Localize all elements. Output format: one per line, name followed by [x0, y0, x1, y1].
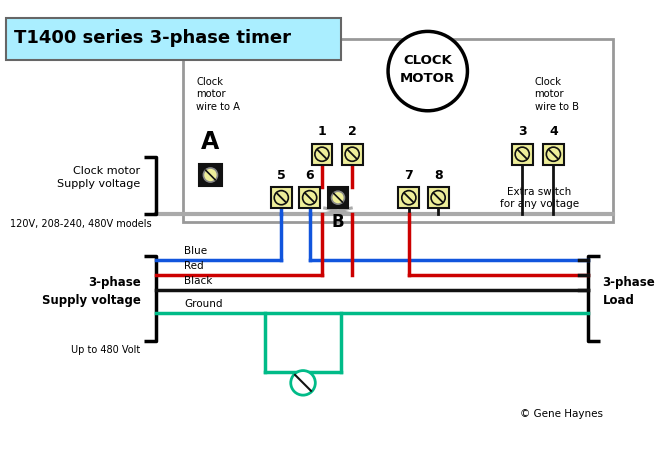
Text: Red: Red [184, 261, 203, 271]
Text: Blue: Blue [184, 246, 207, 256]
Text: 8: 8 [434, 169, 442, 182]
Text: 3-phase
Load: 3-phase Load [603, 276, 655, 307]
Circle shape [546, 147, 561, 161]
Text: 2: 2 [348, 125, 357, 138]
Circle shape [431, 191, 445, 205]
FancyBboxPatch shape [199, 164, 222, 186]
Circle shape [315, 147, 329, 161]
FancyBboxPatch shape [299, 187, 320, 208]
Text: B: B [332, 213, 344, 231]
Text: Up to 480 Volt: Up to 480 Volt [71, 345, 141, 355]
Text: A: A [201, 130, 220, 154]
Text: MOTOR: MOTOR [400, 72, 455, 85]
Text: T1400 series 3-phase timer: T1400 series 3-phase timer [14, 29, 291, 47]
FancyBboxPatch shape [512, 144, 532, 164]
Circle shape [303, 191, 316, 205]
FancyBboxPatch shape [7, 18, 341, 60]
Text: 4: 4 [549, 125, 558, 138]
Circle shape [291, 371, 315, 395]
Text: Black: Black [184, 276, 213, 286]
Text: Clock
motor
wire to B: Clock motor wire to B [534, 77, 578, 111]
FancyBboxPatch shape [271, 187, 291, 208]
FancyBboxPatch shape [399, 187, 419, 208]
FancyBboxPatch shape [543, 144, 564, 164]
Text: Ground: Ground [184, 299, 222, 309]
Circle shape [203, 168, 217, 182]
FancyBboxPatch shape [311, 144, 332, 164]
Circle shape [515, 147, 529, 161]
Text: 7: 7 [405, 169, 413, 182]
Text: 5: 5 [277, 169, 286, 182]
FancyBboxPatch shape [183, 39, 613, 222]
Text: CLOCK: CLOCK [403, 54, 452, 67]
Text: Clock
motor
wire to A: Clock motor wire to A [196, 77, 240, 111]
Text: 3: 3 [518, 125, 526, 138]
Circle shape [345, 147, 359, 161]
FancyBboxPatch shape [342, 144, 363, 164]
FancyBboxPatch shape [328, 187, 348, 208]
Text: Clock motor
Supply voltage: Clock motor Supply voltage [57, 166, 141, 189]
Text: 3-phase
Supply voltage: 3-phase Supply voltage [41, 276, 141, 307]
Text: 120V, 208-240, 480V models: 120V, 208-240, 480V models [10, 219, 152, 229]
Circle shape [402, 191, 416, 205]
Circle shape [274, 191, 288, 205]
Circle shape [332, 191, 344, 204]
FancyBboxPatch shape [428, 187, 449, 208]
Circle shape [388, 31, 467, 111]
Text: Extra switch
for any voltage: Extra switch for any voltage [499, 187, 579, 209]
Text: 1: 1 [318, 125, 326, 138]
Text: 6: 6 [305, 169, 314, 182]
Text: © Gene Haynes: © Gene Haynes [520, 409, 603, 419]
